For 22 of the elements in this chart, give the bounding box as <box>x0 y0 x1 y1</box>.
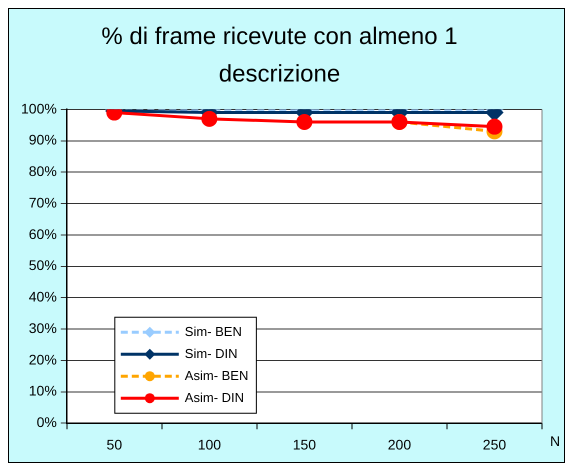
y-tick-label: 40% <box>28 288 57 305</box>
y-tick-label: 50% <box>28 257 57 274</box>
y-tick-label: 80% <box>28 163 57 180</box>
y-tick-label: 20% <box>28 351 57 368</box>
y-tick-label: 0% <box>36 414 57 430</box>
legend-label: Sim- DIN <box>184 346 238 361</box>
legend-label: Sim- BEN <box>184 324 242 339</box>
y-tick-label: 60% <box>28 226 57 242</box>
y-tick-label: 10% <box>28 382 57 399</box>
legend-label: Asim- DIN <box>184 390 244 405</box>
chart-title: % di frame ricevute con almeno 1 descrizione <box>101 23 458 88</box>
x-axis-title: N <box>550 433 560 450</box>
y-tick-label: 70% <box>28 194 57 210</box>
x-tick-label: 250 <box>482 436 506 452</box>
x-tick-label: 150 <box>292 436 316 452</box>
legend-label: Asim- BEN <box>184 368 248 383</box>
x-tick-label: 100 <box>198 436 222 452</box>
x-tick-label: 50 <box>106 436 122 452</box>
x-tick-label: 200 <box>388 436 412 452</box>
y-tick-label: 30% <box>28 320 57 336</box>
y-tick-label: 90% <box>28 132 57 148</box>
y-tick-label: 100% <box>20 100 57 116</box>
